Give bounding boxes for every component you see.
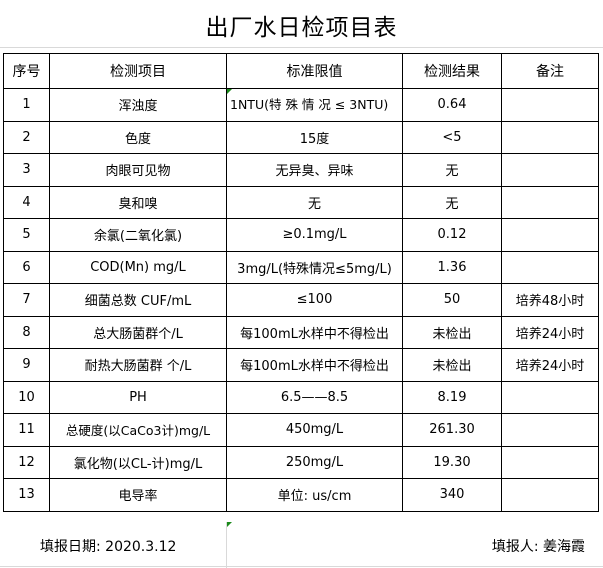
cell-result: 19.30 [402, 445, 502, 479]
cell-no: 12 [3, 445, 50, 479]
table-row: 11 总硬度(以CaCo3计)mg/L 450mg/L 261.30 [3, 413, 599, 447]
cell-item: 浑浊度 [49, 88, 227, 122]
cell-note [501, 478, 599, 512]
cell-item: COD(Mn) mg/L [49, 250, 227, 284]
cell-result: 50 [402, 283, 502, 317]
cell-item: 细菌总数 CUF/mL [49, 283, 227, 317]
cell-item: 肉眼可见物 [49, 153, 227, 187]
cell-note: 培养24小时 [501, 315, 599, 349]
header-standard: 标准限值 [226, 53, 403, 89]
cell-standard: 单位: us/cm [226, 478, 403, 512]
table-row: 3 肉眼可见物 无异臭、异味无 [3, 153, 599, 187]
table-row: 12 氯化物(以CL-计)mg/L 250mg/L 19.30 [3, 445, 599, 479]
table-row: 13 电导率 单位: us/cm 340 [3, 478, 599, 512]
cell-no: 8 [3, 315, 50, 349]
header-note: 备注 [501, 53, 599, 89]
cell-item: PH [49, 380, 227, 414]
table-row: 4 臭和嗅无无 [3, 185, 599, 219]
table-row: 7 细菌总数 CUF/mL ≤100 50 培养48小时 [3, 283, 599, 317]
report-date: 填报日期: 2020.3.12 [40, 539, 177, 555]
header-item: 检测项目 [49, 53, 227, 89]
cell-no: 4 [3, 185, 50, 219]
table-row: 9 耐热大肠菌群 个/L 每100mL水样中不得检出 未检出 培养24小时 [3, 348, 599, 382]
cell-comment-marker [227, 89, 232, 94]
cell-standard: ≤100 [226, 283, 403, 317]
cell-note: 培养48小时 [501, 283, 599, 317]
cell-no: 9 [3, 348, 50, 382]
cell-no: 5 [3, 218, 50, 252]
table-row: 1 浑浊度 1NTU(特 殊 情 况 ≤ 3NTU) 0.64 [3, 88, 599, 122]
reporter: 填报人: 姜海霞 [491, 539, 585, 555]
cell-no: 10 [3, 380, 50, 414]
sheet-gridline [0, 47, 603, 48]
cell-result: 1.36 [402, 250, 502, 284]
table-row: 6 COD(Mn) mg/L 3mg/L(特殊情况≤5mg/L) 1.36 [3, 250, 599, 284]
cell-result: 0.64 [402, 88, 502, 122]
page-title: 出厂水日检项目表 [205, 15, 398, 41]
cell-comment-marker [227, 522, 232, 527]
cell-result: 无 [402, 153, 502, 187]
cell-no: 6 [3, 250, 50, 284]
cell-standard: 无 [226, 185, 403, 219]
cell-item: 色度 [49, 120, 227, 154]
cell-standard: 3mg/L(特殊情况≤5mg/L) [226, 250, 403, 284]
cell-standard: 无异臭、异味 [226, 153, 403, 187]
table-header-row: 序号 检测项目 标准限值 检测结果 备注 [3, 53, 599, 89]
cell-note [501, 153, 599, 187]
cell-result: 8.19 [402, 380, 502, 414]
cell-note [501, 250, 599, 284]
inspection-table: 序号 检测项目 标准限值 检测结果 备注 1 浑浊度 1NTU(特 殊 情 况 ≤ … [3, 53, 599, 512]
cell-standard: 1NTU(特 殊 情 况 ≤ 3NTU) [226, 88, 403, 122]
cell-no: 3 [3, 153, 50, 187]
cell-item: 总硬度(以CaCo3计)mg/L [49, 413, 227, 447]
table-row: 5 余氯(二氧化氯) ≥0.1mg/L 0.12 [3, 218, 599, 252]
cell-result: 未检出 [402, 348, 502, 382]
cell-no: 7 [3, 283, 50, 317]
cell-note [501, 445, 599, 479]
cell-standard: 6.5——8.5 [226, 380, 403, 414]
cell-item: 耐热大肠菌群 个/L [49, 348, 227, 382]
cell-result: 未检出 [402, 315, 502, 349]
cell-item: 氯化物(以CL-计)mg/L [49, 445, 227, 479]
cell-no: 2 [3, 120, 50, 154]
table-row: 2 色度 15度 <5 [3, 120, 599, 154]
cell-standard: 每100mL水样中不得检出 [226, 315, 403, 349]
cell-standard: ≥0.1mg/L [226, 218, 403, 252]
table-row: 10 PH 6.5——8.5 8.19 [3, 380, 599, 414]
cell-no: 1 [3, 88, 50, 122]
cell-item: 总大肠菌群个/L [49, 315, 227, 349]
cell-standard: 250mg/L [226, 445, 403, 479]
cell-result: 无 [402, 185, 502, 219]
sheet-gridline [0, 566, 603, 567]
cell-item: 余氯(二氧化氯) [49, 218, 227, 252]
cell-item: 臭和嗅 [49, 185, 227, 219]
cell-note [501, 380, 599, 414]
cell-no: 11 [3, 413, 50, 447]
cell-result: 340 [402, 478, 502, 512]
cell-note [501, 120, 599, 154]
header-no: 序号 [3, 53, 50, 89]
header-result: 检测结果 [402, 53, 502, 89]
cell-standard: 每100mL水样中不得检出 [226, 348, 403, 382]
table-row: 8 总大肠菌群个/L 每100mL水样中不得检出 未检出 培养24小时 [3, 315, 599, 349]
cell-note [501, 218, 599, 252]
cell-result: <5 [402, 120, 502, 154]
cell-result: 261.30 [402, 413, 502, 447]
cell-note [501, 185, 599, 219]
cell-note [501, 413, 599, 447]
cell-standard: 450mg/L [226, 413, 403, 447]
cell-standard: 15度 [226, 120, 403, 154]
cell-result: 0.12 [402, 218, 502, 252]
sheet-gridline [226, 522, 227, 568]
cell-no: 13 [3, 478, 50, 512]
cell-note [501, 88, 599, 122]
cell-note: 培养24小时 [501, 348, 599, 382]
cell-item: 电导率 [49, 478, 227, 512]
